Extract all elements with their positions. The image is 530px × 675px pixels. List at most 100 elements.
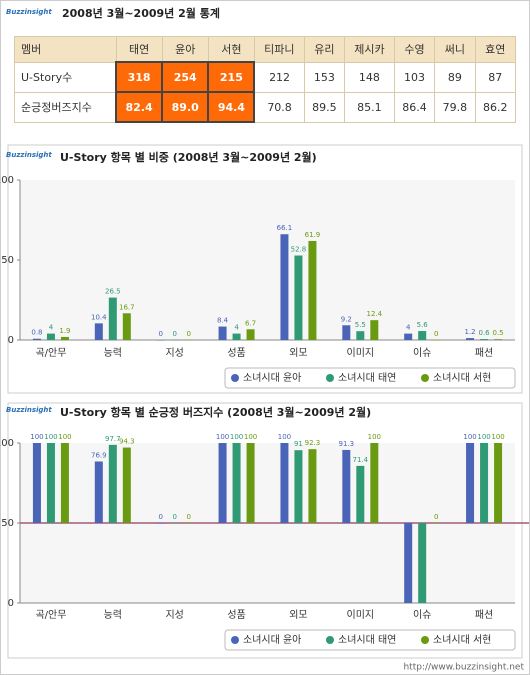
value-label: 0: [172, 330, 176, 338]
bar: [170, 523, 179, 524]
bar: [246, 443, 255, 523]
bar: [60, 443, 69, 523]
y-tick-label: 100: [0, 175, 14, 186]
bar: [32, 443, 41, 523]
table-cell: 318: [114, 61, 164, 93]
bar: [280, 443, 289, 523]
value-label: 76.9: [91, 451, 107, 459]
bar: [46, 443, 55, 523]
legend-swatch: [231, 636, 239, 644]
legend-box: [224, 367, 516, 389]
value-label: 0: [434, 513, 438, 521]
bar: [342, 449, 351, 523]
bar: [404, 333, 413, 340]
value-label: 0: [172, 513, 176, 521]
table-cell: 유리: [303, 36, 346, 63]
value-label: 100: [216, 433, 229, 441]
legend-swatch: [326, 636, 334, 644]
bar: [218, 443, 227, 523]
value-label: 1.2: [464, 328, 475, 336]
table-cell: 86.4: [393, 91, 436, 123]
value-label: 9.2: [341, 315, 352, 323]
x-tick-label: 이슈: [413, 609, 431, 621]
x-tick-label: 곡/안무: [35, 609, 66, 621]
value-label: 52.8: [291, 246, 307, 254]
x-tick-label: 이미지: [347, 347, 375, 359]
value-label: 94.3: [119, 438, 135, 446]
table-cell: 89.0: [161, 91, 210, 123]
value-label: 100: [230, 433, 243, 441]
value-label: 0.5: [492, 329, 503, 337]
table-cell: 94.4: [207, 91, 256, 123]
value-label: 0.6: [478, 329, 490, 337]
value-label: 91: [294, 440, 303, 448]
x-tick-label: 능력: [104, 609, 122, 621]
x-tick-label: 능력: [104, 347, 122, 359]
bar: [94, 461, 103, 523]
y-tick-label: 50: [1, 518, 14, 529]
table-cell: 89.5: [303, 91, 346, 123]
table-cell: 103: [393, 61, 436, 93]
value-label: 1.9: [59, 327, 70, 335]
table-cell: 86.2: [474, 91, 517, 123]
table-cell: 87: [474, 61, 517, 93]
table-cell: 79.8: [434, 91, 476, 123]
table-cell: 멤버: [14, 36, 117, 63]
value-label: 91.3: [339, 440, 355, 448]
table-cell: 70.8: [253, 91, 305, 123]
bar: [480, 339, 489, 340]
value-label: 71.4: [353, 456, 369, 464]
table-cell: 태연: [115, 36, 163, 63]
x-tick-label: 외모: [289, 609, 307, 621]
bar: [156, 523, 165, 524]
value-label: 5.5: [355, 321, 366, 329]
value-label: 4: [406, 324, 411, 332]
bar: [466, 443, 475, 523]
value-label: 0: [186, 513, 190, 521]
bar: [60, 336, 69, 340]
value-label: 100: [244, 433, 257, 441]
bar: [418, 523, 427, 603]
bar: [184, 523, 193, 524]
page-title: 2008년 3월~2009년 2월 통계: [62, 6, 220, 20]
value-label: 4: [49, 324, 54, 332]
bar: [294, 450, 303, 523]
x-tick-label: 지성: [165, 609, 183, 621]
bar: [246, 329, 255, 340]
legend-swatch: [421, 374, 429, 382]
bar: [432, 523, 441, 524]
bar: [294, 255, 303, 340]
table-cell: 효연: [474, 36, 517, 63]
bar: [218, 326, 227, 340]
bar: [404, 523, 413, 603]
table-cell: 215: [207, 61, 256, 93]
chart-title: U-Story 항목 별 순긍정 버즈지수 (2008년 3월~2009년 2월…: [60, 405, 371, 419]
value-label: 97.7: [105, 435, 121, 443]
bar: [280, 234, 289, 340]
legend-label: 소녀시대 태연: [338, 372, 396, 384]
legend-swatch: [231, 374, 239, 382]
value-label: 0: [158, 513, 162, 521]
value-label: 5.6: [417, 321, 429, 329]
x-tick-label: 이미지: [347, 609, 375, 621]
bar: [342, 325, 351, 340]
table-cell: 148: [344, 61, 395, 93]
value-label: 10.4: [91, 313, 107, 321]
bar: [232, 333, 241, 340]
bar: [308, 240, 317, 340]
table-cell: 제시카: [344, 36, 395, 63]
table-cell: 순긍정버즈지수: [14, 91, 117, 123]
value-label: 16.7: [119, 303, 135, 311]
bar: [122, 447, 131, 523]
value-label: 100: [44, 433, 57, 441]
table-cell: 수영: [393, 36, 436, 63]
value-label: 100: [58, 433, 71, 441]
value-label: 100: [491, 433, 504, 441]
chart-frame: [7, 402, 523, 659]
x-tick-label: 곡/안무: [35, 347, 66, 359]
bar: [494, 339, 503, 340]
bar: [94, 323, 103, 340]
value-label: 0.8: [31, 329, 42, 337]
bar: [466, 338, 475, 340]
footer-url: http://www.buzzinsight.net: [403, 663, 524, 673]
